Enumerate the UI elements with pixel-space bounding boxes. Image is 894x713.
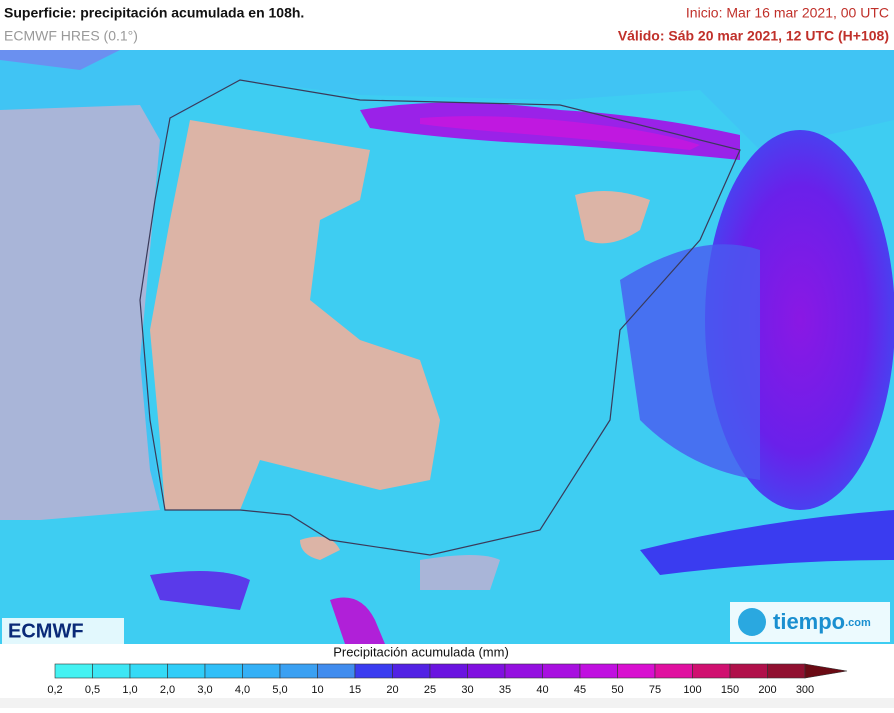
legend-label: 25	[424, 684, 436, 696]
legend-label: 200	[758, 684, 776, 696]
logo-right-suffix: .com	[845, 617, 871, 629]
legend-label: 35	[499, 684, 511, 696]
legend-swatch	[279, 663, 318, 679]
legend-label: 2,0	[160, 684, 175, 696]
legend-title: Precipitación acumulada (mm)	[333, 644, 509, 659]
legend-swatch	[654, 663, 693, 679]
legend-label: 100	[683, 684, 701, 696]
logo-right-icon	[738, 608, 766, 636]
legend-swatch	[504, 663, 543, 679]
legend-label: 0,5	[85, 684, 100, 696]
alboran-dry	[420, 555, 500, 590]
legend-label: 1,0	[122, 684, 137, 696]
legend-swatch	[467, 663, 506, 679]
legend-swatch	[204, 663, 243, 679]
legend-arrow	[804, 663, 848, 679]
init-time: Inicio: Mar 16 mar 2021, 00 UTC	[686, 5, 889, 21]
legend-label: 150	[721, 684, 739, 696]
legend-label: 3,0	[197, 684, 212, 696]
legend-label: 4,0	[235, 684, 250, 696]
logo-right: tiempo.com	[773, 609, 871, 634]
logo-right-main: tiempo	[773, 609, 845, 634]
logo-left: ECMWF	[8, 620, 84, 642]
cantabrian-core	[420, 116, 700, 150]
dry-land-west	[150, 120, 440, 510]
east-coast-rain	[620, 244, 760, 480]
legend-swatch	[542, 663, 581, 679]
legend-label: 20	[386, 684, 398, 696]
dry-land-south	[300, 536, 340, 560]
logo-left-box	[2, 618, 124, 644]
coastline	[139, 79, 741, 556]
legend-swatch	[354, 663, 393, 679]
legend-label: 45	[574, 684, 586, 696]
legend-swatch	[392, 663, 431, 679]
sea-rain	[0, 50, 120, 70]
south-rain	[640, 510, 894, 575]
legend-label: 50	[611, 684, 623, 696]
legend-swatch	[92, 663, 131, 679]
bottom-strip	[0, 698, 894, 708]
valid-time: Válido: Sáb 20 mar 2021, 12 UTC (H+108)	[618, 28, 889, 44]
legend-label: 40	[536, 684, 548, 696]
legend-swatch	[729, 663, 768, 679]
title: Superficie: precipitación acumulada en 1…	[4, 5, 304, 21]
legend: 0,2 0,5 1,0 2,0 3,0 4,0 5,0 10 15 20 25 30 35 40 45 50 7…	[47, 663, 848, 696]
subtitle: ECMWF HRES (0.1°)	[4, 28, 138, 44]
legend-swatch	[617, 663, 656, 679]
map: ECMWF tiempo.com	[0, 50, 894, 644]
legend-swatch	[54, 663, 93, 679]
legend-label: 15	[349, 684, 361, 696]
legend-swatch	[242, 663, 281, 679]
legend-swatch	[129, 663, 168, 679]
logo-left-bg	[2, 618, 124, 644]
legend-label: 10	[311, 684, 323, 696]
legend-swatch	[767, 663, 806, 679]
dry-land-ebro	[575, 191, 650, 244]
legend-label: 300	[796, 684, 814, 696]
legend-label: 75	[649, 684, 661, 696]
legend-label: 5,0	[272, 684, 287, 696]
legend-swatch	[317, 663, 356, 679]
legend-label: 30	[461, 684, 473, 696]
sea-dry	[0, 105, 160, 520]
legend-swatch	[692, 663, 731, 679]
morocco-rain	[330, 597, 385, 644]
legend-swatch	[429, 663, 468, 679]
legend-swatch	[167, 663, 206, 679]
legend-label: 0,2	[47, 684, 62, 696]
gulf-rain	[150, 571, 250, 610]
legend-swatch	[579, 663, 618, 679]
